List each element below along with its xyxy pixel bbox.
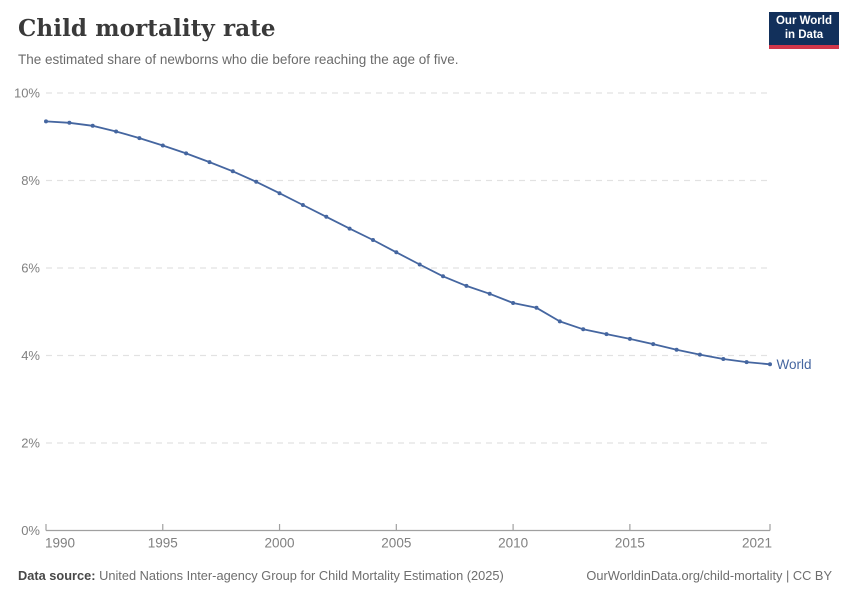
data-point [300,203,305,207]
data-point [464,283,469,288]
data-point [697,352,702,357]
y-axis-tick-label: 6% [21,261,40,276]
page-title: Child mortality rate [18,15,276,42]
owid-logo[interactable]: Our World in Data [769,12,839,49]
data-point [324,214,329,219]
x-axis-tick-label: 1990 [45,536,75,551]
data-point [67,120,72,125]
y-axis-tick-label: 8% [21,173,40,188]
chart-footer: Data source: United Nations Inter-agency… [18,568,832,583]
data-point [534,305,539,310]
data-point [90,123,95,128]
data-point [557,319,562,324]
x-axis-tick-label: 2000 [265,536,295,551]
data-point [721,357,726,361]
data-point [137,136,142,141]
data-source-note: Data source: United Nations Inter-agency… [18,568,504,583]
y-axis-tick-label: 2% [21,436,40,451]
data-point [114,129,119,134]
data-point [441,274,445,279]
x-axis-tick-label: 2010 [498,536,528,551]
data-point [207,160,212,165]
data-point [581,327,586,332]
x-axis-tick-label: 2005 [381,536,411,551]
x-axis-tick-label: 2021 [742,536,772,551]
data-point [277,191,282,196]
series-end-label-world[interactable]: World [777,357,812,372]
y-axis-tick-label: 10% [14,86,40,101]
data-point [160,143,165,148]
data-point [417,262,422,267]
data-point [674,347,679,352]
data-point [768,362,772,367]
data-point [184,151,189,156]
data-point [44,119,48,124]
data-point [604,332,609,337]
y-axis-tick-label: 0% [21,523,40,538]
data-source-text: United Nations Inter-agency Group for Ch… [95,568,504,583]
data-point [487,291,492,296]
y-axis-tick-label: 4% [21,348,40,363]
chart-subtitle: The estimated share of newborns who die … [18,52,459,67]
series-line-world [45,120,771,366]
owid-logo-line1: Our World [775,15,832,27]
data-point [371,238,375,242]
attribution-link[interactable]: OurWorldinData.org/child-mortality | CC … [586,568,832,583]
x-axis-tick-label: 1995 [148,536,178,551]
owid-logo-line2: in Data [784,28,824,41]
data-point [394,250,399,255]
x-axis-tick-label: 2015 [615,536,645,551]
data-source-label: Data source: [18,568,96,583]
data-point [744,360,749,365]
data-point [230,169,235,174]
data-point [347,226,352,231]
data-point [627,336,632,341]
data-point [254,179,259,184]
data-point [511,301,516,305]
data-point [651,342,656,347]
